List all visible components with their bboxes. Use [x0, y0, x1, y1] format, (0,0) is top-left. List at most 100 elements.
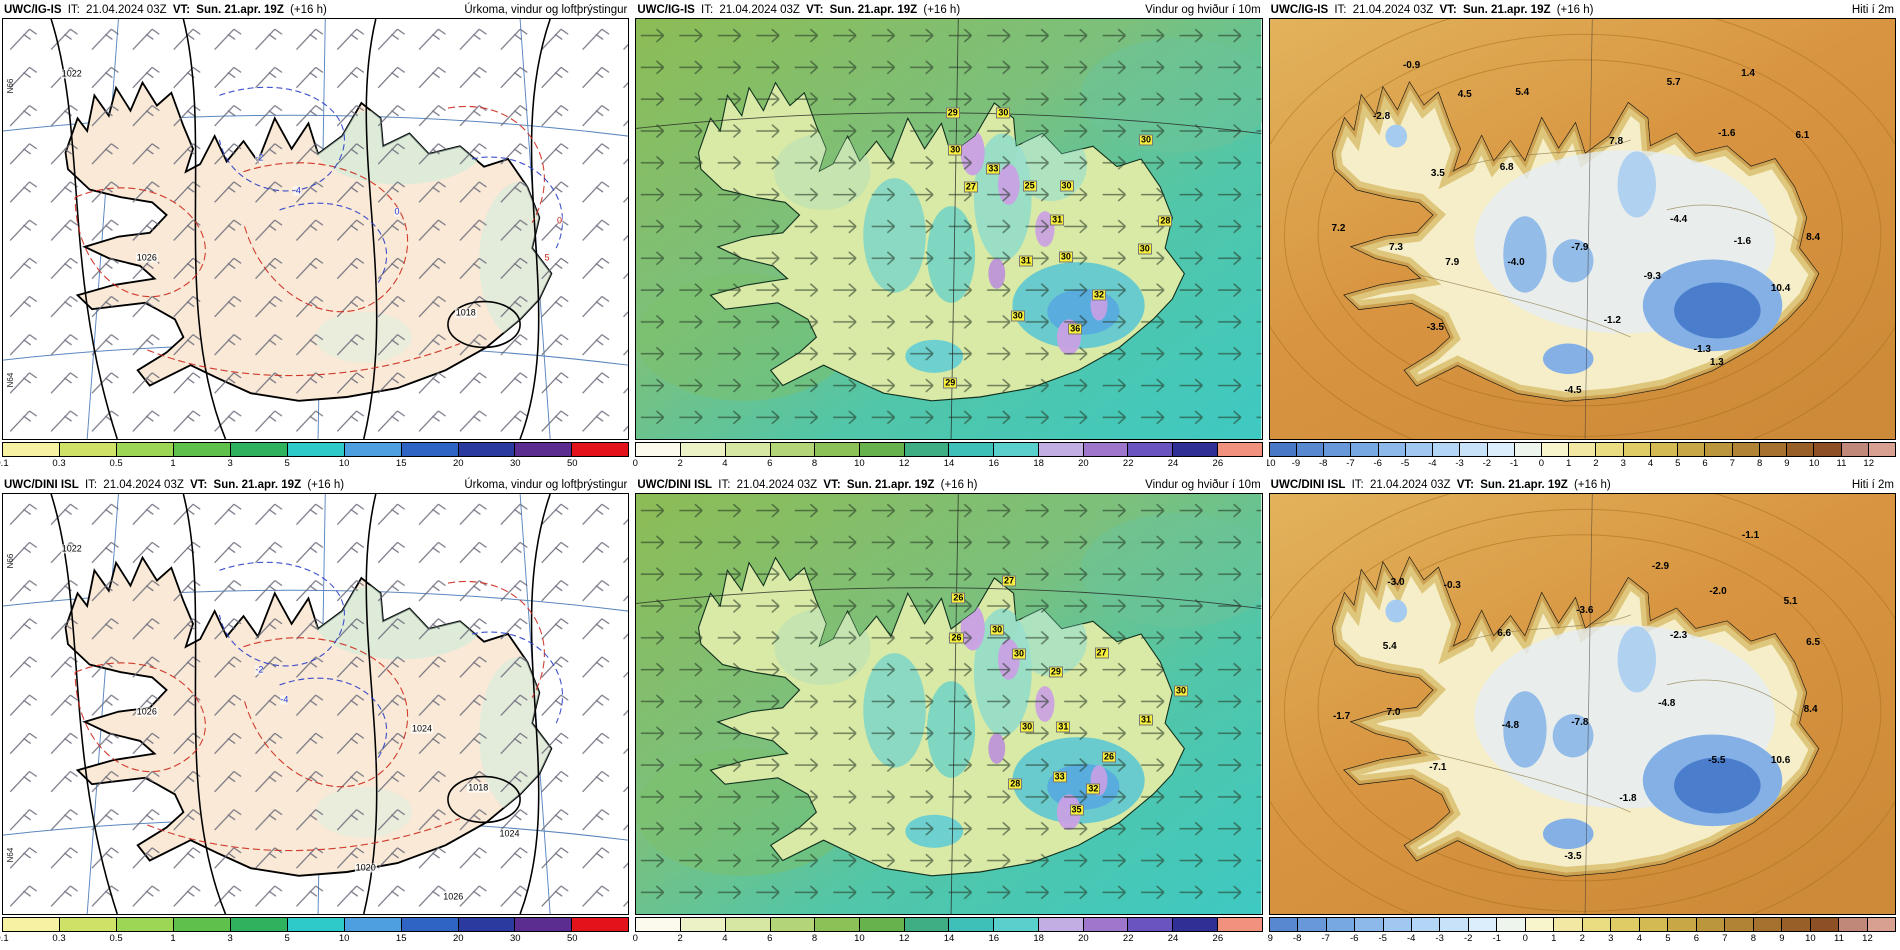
colorbar-tick-label: 16 [988, 458, 1000, 469]
run-info: UWC/DINI ISL IT: 21.04.2024 03Z VT: Sun.… [1271, 479, 1614, 491]
product-title: Vindur og hviður í 10m [1145, 4, 1261, 16]
temp-label: 5.1 [1783, 596, 1798, 608]
colorbar-segment [1433, 443, 1461, 456]
colorbar-tick-label: 6 [1702, 458, 1708, 469]
gust-label: 27 [1094, 647, 1109, 659]
pressure-label: 1022 [60, 68, 83, 79]
gust-label: 30 [1173, 685, 1188, 697]
iso-blue-label: 0 [394, 206, 400, 217]
colorbar-segment [1542, 443, 1570, 456]
colorbar-segment [949, 918, 995, 931]
colorbar-tick-label: 24 [1167, 458, 1179, 469]
gust-label: 27 [963, 181, 978, 193]
run-info: UWC/DINI ISL IT: 21.04.2024 03Z VT: Sun.… [637, 479, 980, 491]
colorbar-tick-label: 0.1 [0, 458, 9, 469]
vt-label: VT: [823, 479, 841, 491]
temp-label: -7.1 [1429, 761, 1447, 773]
gust-label: 31 [1138, 714, 1153, 726]
temp-label: -1.6 [1733, 235, 1752, 247]
colorbar-tick-label: 10 [1808, 458, 1820, 469]
colorbar-tick-label: 50 [567, 933, 578, 944]
colorbar-segment [515, 918, 573, 931]
colorbar-segment [1868, 443, 1896, 456]
temp-label: 7.0 [1386, 706, 1401, 718]
colorbar-segment [572, 918, 629, 931]
colorbar-tick-label: -1 [1492, 933, 1501, 944]
colorbar-segment [458, 918, 516, 931]
map-annotations: 27 26 30 26 30 29 27 30 30 31 31 26 28 33 35 32 [636, 494, 1261, 914]
colorbar-tick-label: -9 [1291, 458, 1301, 469]
forecast-offset: (+16 h) [1573, 479, 1611, 491]
vt-label: VT: [172, 4, 191, 16]
pressure-label: 1026 [442, 891, 465, 902]
colorbar-tick-label: 5 [1675, 458, 1681, 469]
temp-label: -2.0 [1709, 585, 1727, 597]
product-title: Vindur og hviður í 10m [1145, 479, 1261, 491]
colorbar-tick-label: -8 [1292, 933, 1302, 944]
temp-label: 5.4 [1382, 640, 1397, 652]
colorbar-tick-label: 4 [1636, 933, 1642, 944]
colorbar-tick-label: 2 [1593, 458, 1599, 469]
vt-label: VT: [806, 4, 824, 16]
map-wind-igis: 29 30 30 33 27 25 30 30 31 28 31 30 30 30 32 36 29 [635, 18, 1263, 440]
colorbar-tick-label: 0.5 [109, 933, 123, 944]
forecast-offset: (+16 h) [923, 4, 961, 16]
colorbar-tick-label: 20 [1078, 458, 1089, 469]
colorbar-segment [116, 918, 174, 931]
temp-label: 6.8 [1499, 162, 1514, 174]
colorbar-tick-label: 30 [509, 933, 521, 944]
gust-label: 30 [1012, 648, 1027, 660]
colorbar-segment [1814, 443, 1842, 456]
gust-label: 33 [986, 163, 1001, 175]
colorbar-tick-label: -3 [1455, 458, 1464, 469]
colorbar-segment [1514, 443, 1542, 456]
gust-label: 25 [1022, 180, 1037, 192]
temp-label: 6.6 [1497, 627, 1512, 639]
colorbar-segment [1569, 443, 1597, 456]
colorbar-segment [3, 443, 60, 456]
grid-label: N64 [5, 847, 15, 863]
forecast-offset: (+16 h) [940, 479, 978, 491]
panel-wind-dini: UWC/DINI ISL IT: 21.04.2024 03Z VT: Sun.… [633, 475, 1266, 950]
colorbar-tick-label: 10 [338, 933, 350, 944]
temp-label: -1.1 [1741, 530, 1760, 541]
temp-label: -1.2 [1603, 314, 1621, 326]
gust-label: 28 [1158, 215, 1173, 227]
colorbar-segment [1841, 443, 1869, 456]
colorbar-tick-label: 7 [1722, 933, 1728, 944]
temp-label: 7.3 [1389, 241, 1403, 253]
colorbar-tick-label: -5 [1400, 458, 1410, 469]
temp-label: -1.3 [1693, 343, 1711, 355]
colorbar-segment [59, 918, 117, 931]
colorbar-tick-label: -4 [1428, 458, 1437, 469]
iso-red-label: 0 [557, 215, 563, 226]
colorbar-segment [1173, 918, 1218, 931]
colorbar-segment [1867, 918, 1895, 931]
gust-label: 36 [1068, 323, 1083, 335]
colorbar-segment [1083, 443, 1129, 456]
temp-label: -3.6 [1576, 605, 1594, 617]
colorbar-tick-label: -7 [1346, 458, 1355, 469]
colorbar-segment [770, 918, 816, 931]
colorbar-segment [173, 443, 231, 456]
colorbar-segment [1405, 443, 1434, 456]
temp-label: -2.3 [1669, 630, 1688, 642]
colorbar-segment [116, 443, 174, 456]
colorbar-segment [1468, 918, 1498, 931]
colorbar-tick-label: 15 [395, 933, 407, 944]
colorbar-tick-label: -9 [1267, 933, 1273, 944]
colorbar-tick-label: 18 [1033, 458, 1044, 469]
gust-label: 26 [951, 592, 966, 604]
colorbar-segment [1351, 443, 1379, 456]
colorbar-tick-label: 4 [1647, 458, 1654, 469]
colorbar-tick-label: 1 [170, 933, 176, 944]
colorbar-tick-label: 20 [1078, 933, 1089, 944]
iso-red-label: 5 [544, 252, 550, 263]
vt-value: Sun. 21.apr. 19Z [213, 479, 302, 491]
colorbar-segment [860, 443, 905, 456]
pressure-label: 1026 [135, 252, 158, 263]
colorbar-tick-label: 10 [854, 933, 865, 944]
colorbar-tick-label: 8 [811, 933, 818, 944]
colorbar-segment [636, 918, 682, 931]
colorbar-tick-label: 4 [722, 933, 728, 944]
